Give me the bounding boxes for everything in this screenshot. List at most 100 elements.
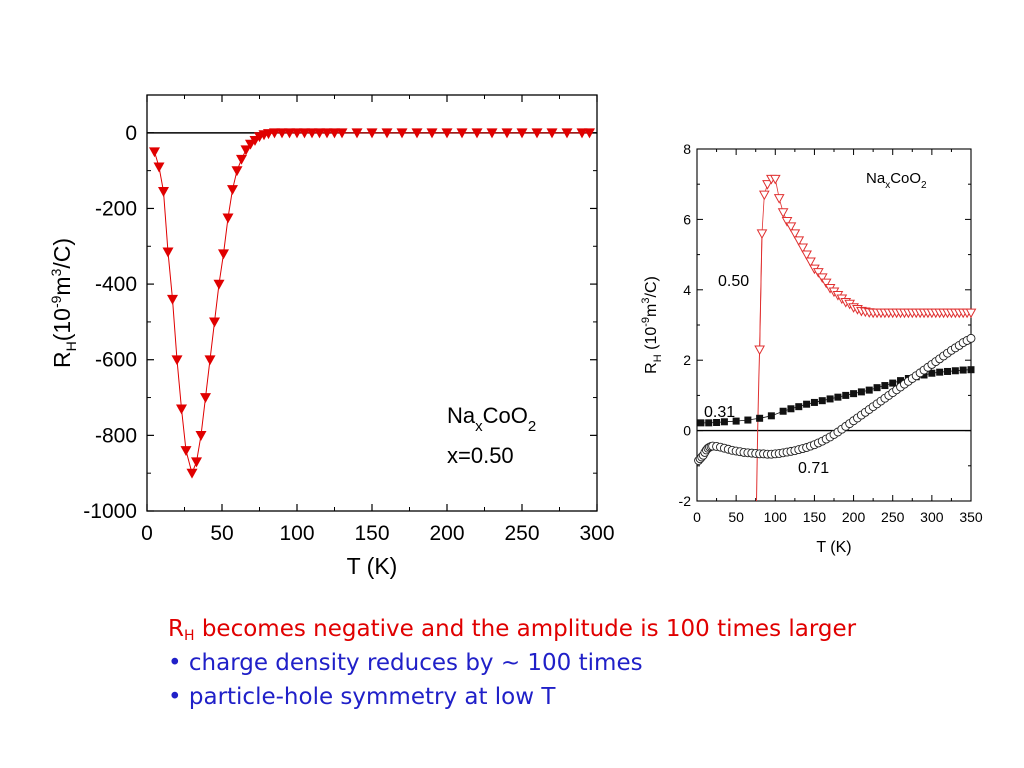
- y-axis-label: RH (10-9m3/C): [640, 276, 664, 374]
- data-point: [336, 128, 348, 139]
- data-point: [501, 128, 513, 139]
- data-point-031: [936, 368, 944, 376]
- data-point-031: [842, 391, 850, 399]
- data-point-031: [705, 419, 713, 427]
- data-point: [167, 294, 178, 305]
- x-axis-label: T (K): [816, 539, 851, 556]
- data-point: [426, 128, 438, 139]
- y-axis-label-part: /C): [49, 238, 75, 269]
- y-tick-label: 4: [683, 282, 691, 298]
- data-point-050: [965, 308, 977, 319]
- data-point: [171, 355, 183, 366]
- x-tick-label: 350: [959, 509, 983, 525]
- formula-sub-x: x: [475, 418, 483, 435]
- data-point-031: [810, 398, 818, 406]
- data-point-050: [758, 190, 770, 201]
- data-point: [366, 128, 378, 139]
- x-tick-label: 300: [579, 522, 614, 545]
- y-tick-label: 8: [683, 141, 691, 157]
- data-point-031: [795, 403, 803, 411]
- data-point-050: [762, 180, 773, 190]
- data-point-050: [805, 257, 816, 268]
- x-tick-label: 50: [728, 509, 744, 525]
- data-point: [321, 128, 333, 139]
- data-point: [456, 128, 468, 139]
- y-tick-label: -800: [95, 424, 137, 447]
- x-tick-label: 200: [429, 522, 464, 545]
- y-axis-label-part: R: [643, 362, 660, 374]
- formula-coo: CoO: [890, 170, 921, 187]
- y-axis-label-part: -9: [640, 317, 652, 327]
- data-point: [149, 147, 160, 158]
- x-tick-label: 50: [210, 522, 233, 545]
- data-point-050: [773, 194, 785, 204]
- y-axis-label-part: R: [49, 351, 75, 368]
- x-tick-label: 100: [279, 522, 314, 545]
- y-tick-label: 6: [683, 211, 691, 227]
- data-point-050: [793, 236, 805, 247]
- data-point: [351, 128, 363, 139]
- caption-rh: R: [168, 616, 184, 642]
- data-point-050: [756, 229, 768, 240]
- series-050-line: [759, 178, 971, 350]
- data-point-050: [797, 243, 809, 254]
- data-point-031: [944, 367, 952, 375]
- caption: RH becomes negative and the amplitude is…: [168, 612, 1008, 714]
- x-tick-label: 100: [764, 509, 788, 525]
- data-point: [516, 128, 528, 139]
- x-tick-label: 200: [842, 509, 866, 525]
- plot-frame: [146, 94, 598, 512]
- x-tick-label: 0: [141, 522, 153, 545]
- data-point: [381, 128, 393, 139]
- data-point-031: [857, 388, 865, 396]
- x-tick-label: 150: [803, 509, 827, 525]
- data-point: [486, 128, 498, 139]
- data-point: [240, 145, 252, 156]
- data-point-050: [801, 250, 812, 261]
- data-point: [213, 279, 225, 290]
- data-point: [299, 128, 310, 139]
- y-axis-label-part: m: [643, 304, 660, 317]
- data-point-031: [803, 400, 811, 408]
- data-point-031: [744, 416, 752, 424]
- data-point: [269, 128, 280, 139]
- y-axis-label-part: H: [652, 354, 664, 362]
- y-axis-label-part: (10: [49, 308, 75, 341]
- data-point-031: [897, 377, 905, 385]
- data-point-050: [754, 345, 765, 356]
- y-axis-label-part: H: [63, 341, 79, 351]
- data-point: [441, 128, 453, 139]
- y-axis-label-part: (10: [643, 327, 660, 355]
- data-point: [531, 128, 543, 139]
- data-point: [276, 128, 288, 139]
- data-point: [222, 213, 234, 224]
- data-point: [180, 446, 192, 456]
- data-point: [209, 317, 220, 328]
- y-tick-label: -600: [95, 349, 137, 372]
- y-tick-label: -400: [95, 273, 137, 296]
- formula-sub-2: 2: [528, 418, 536, 435]
- data-point-031: [951, 367, 959, 375]
- annotation-x-value: x=0.50: [447, 443, 514, 468]
- caption-line-1-text: becomes negative and the amplitude is 10…: [194, 616, 857, 642]
- y-tick-label: 0: [125, 122, 137, 145]
- y-tick-label: -1000: [83, 500, 137, 523]
- x-tick-label: 250: [881, 509, 905, 525]
- data-point-050: [777, 208, 789, 218]
- data-point: [176, 404, 187, 415]
- data-point-050: [781, 217, 793, 227]
- data-point: [236, 154, 247, 165]
- data-point: [195, 430, 207, 441]
- data-point: [291, 128, 303, 139]
- data-point: [191, 457, 202, 468]
- x-tick-label: 150: [354, 522, 389, 545]
- formula-sub-x: x: [885, 180, 890, 191]
- data-point-031: [767, 412, 775, 420]
- data-point-031: [865, 386, 873, 394]
- data-point: [231, 166, 243, 177]
- series-label-031: 0.31: [704, 404, 735, 421]
- y-axis-label-part: -9: [48, 295, 64, 308]
- data-point: [306, 128, 318, 139]
